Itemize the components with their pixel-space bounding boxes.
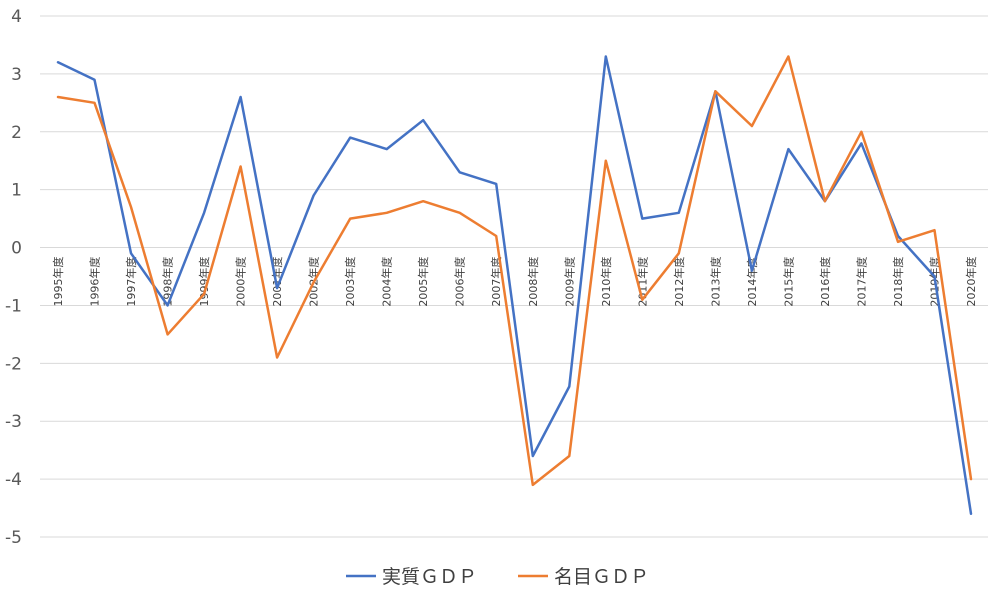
x-tick-label: 2015年度: [781, 257, 795, 307]
y-tick-label: 2: [11, 123, 22, 143]
y-tick-label: -5: [5, 528, 22, 548]
x-tick-label: 2004年度: [380, 257, 394, 307]
x-tick-label: 2007年度: [489, 257, 503, 307]
y-tick-label: 1: [11, 181, 22, 201]
legend-label: 名目ＧＤＰ: [554, 566, 649, 588]
y-tick-label: -4: [5, 470, 22, 490]
y-tick-label: 0: [11, 239, 22, 259]
x-tick-label: 2008年度: [526, 257, 540, 307]
y-tick-label: 3: [11, 65, 22, 85]
series-lines: [56, 55, 973, 516]
x-tick-label: 1996年度: [88, 257, 102, 307]
y-tick-label: -1: [5, 296, 22, 316]
x-tick-label: 2000年度: [234, 257, 248, 307]
x-tick-label: 2013年度: [708, 257, 722, 307]
x-tick-label: 2020年度: [964, 257, 978, 307]
x-tick-label: 2009年度: [562, 257, 576, 307]
gridlines: [40, 15, 988, 538]
x-tick-label: 2010年度: [599, 257, 613, 307]
x-tick-label: 1995年度: [51, 257, 65, 307]
legend-label: 実質ＧＤＰ: [382, 566, 477, 588]
x-tick-label: 2016年度: [818, 257, 832, 307]
legend: 実質ＧＤＰ 名目ＧＤＰ: [346, 566, 649, 588]
x-tick-label: 2006年度: [453, 257, 467, 307]
x-tick-label: 1997年度: [124, 257, 138, 307]
x-tick-label: 1999年度: [197, 257, 211, 307]
x-tick-label: 2005年度: [416, 257, 430, 307]
series-line-2: [56, 55, 973, 487]
series-line-1: [56, 55, 973, 516]
x-tick-label: 2014年度: [745, 257, 759, 307]
y-tick-label: 4: [11, 7, 22, 27]
x-tick-label: 2018年度: [891, 257, 905, 307]
x-tick-label: 2012年度: [672, 257, 686, 307]
y-tick-label: -3: [5, 412, 22, 432]
y-tick-label: -2: [5, 354, 22, 374]
x-axis-ticks: 1995年度 1996年度 1997年度 1998年度 1999年度 2000年度 2001…: [51, 257, 978, 307]
x-tick-label: 2017年度: [854, 257, 868, 307]
x-tick-label: 2003年度: [343, 257, 357, 307]
y-axis-ticks: 4 3 2 1 0 -1 -2 -3 -4 -5: [5, 7, 22, 548]
